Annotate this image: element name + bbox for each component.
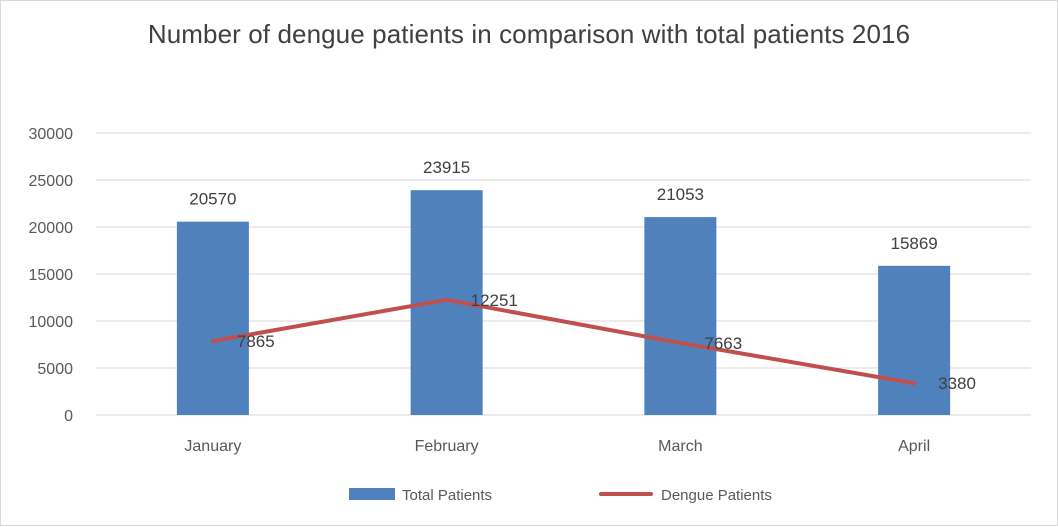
y-tick-label: 25000 [29,173,74,190]
bar-january [177,222,249,415]
y-tick-label: 20000 [29,220,74,237]
bar-series [177,190,950,415]
line-value-label: 12251 [471,291,518,310]
y-tick-label: 10000 [29,314,74,331]
y-tick-label: 0 [64,408,73,425]
bar-value-label: 23915 [423,158,470,177]
bar-march [644,217,716,415]
x-axis-tick-labels: January February March April [184,438,930,455]
line-value-label: 7865 [237,332,275,351]
bar-value-label: 20570 [189,190,236,209]
y-tick-label: 30000 [29,126,74,143]
line-series [213,300,914,384]
x-tick-label: March [658,438,702,455]
x-tick-label: January [184,438,241,455]
x-tick-label: April [898,438,930,455]
bar-value-label: 21053 [657,185,704,204]
y-tick-label: 15000 [29,267,74,284]
legend-label-total-patients: Total Patients [402,487,492,504]
data-labels: 20570 23915 21053 15869 7865 12251 7663 3380 [189,158,976,393]
x-tick-label: February [415,438,479,455]
y-axis-tick-labels: 0 5000 10000 15000 20000 25000 30000 [29,126,74,425]
bar-value-label: 15869 [890,234,937,253]
y-tick-label: 5000 [37,361,73,378]
dengue-patients-line [213,300,914,383]
line-value-label: 7663 [704,334,742,353]
legend-swatch-total-patients [349,488,395,500]
line-value-label: 3380 [938,374,976,393]
legend-label-dengue-patients: Dengue Patients [661,487,772,504]
legend: Total Patients Dengue Patients [349,487,772,504]
